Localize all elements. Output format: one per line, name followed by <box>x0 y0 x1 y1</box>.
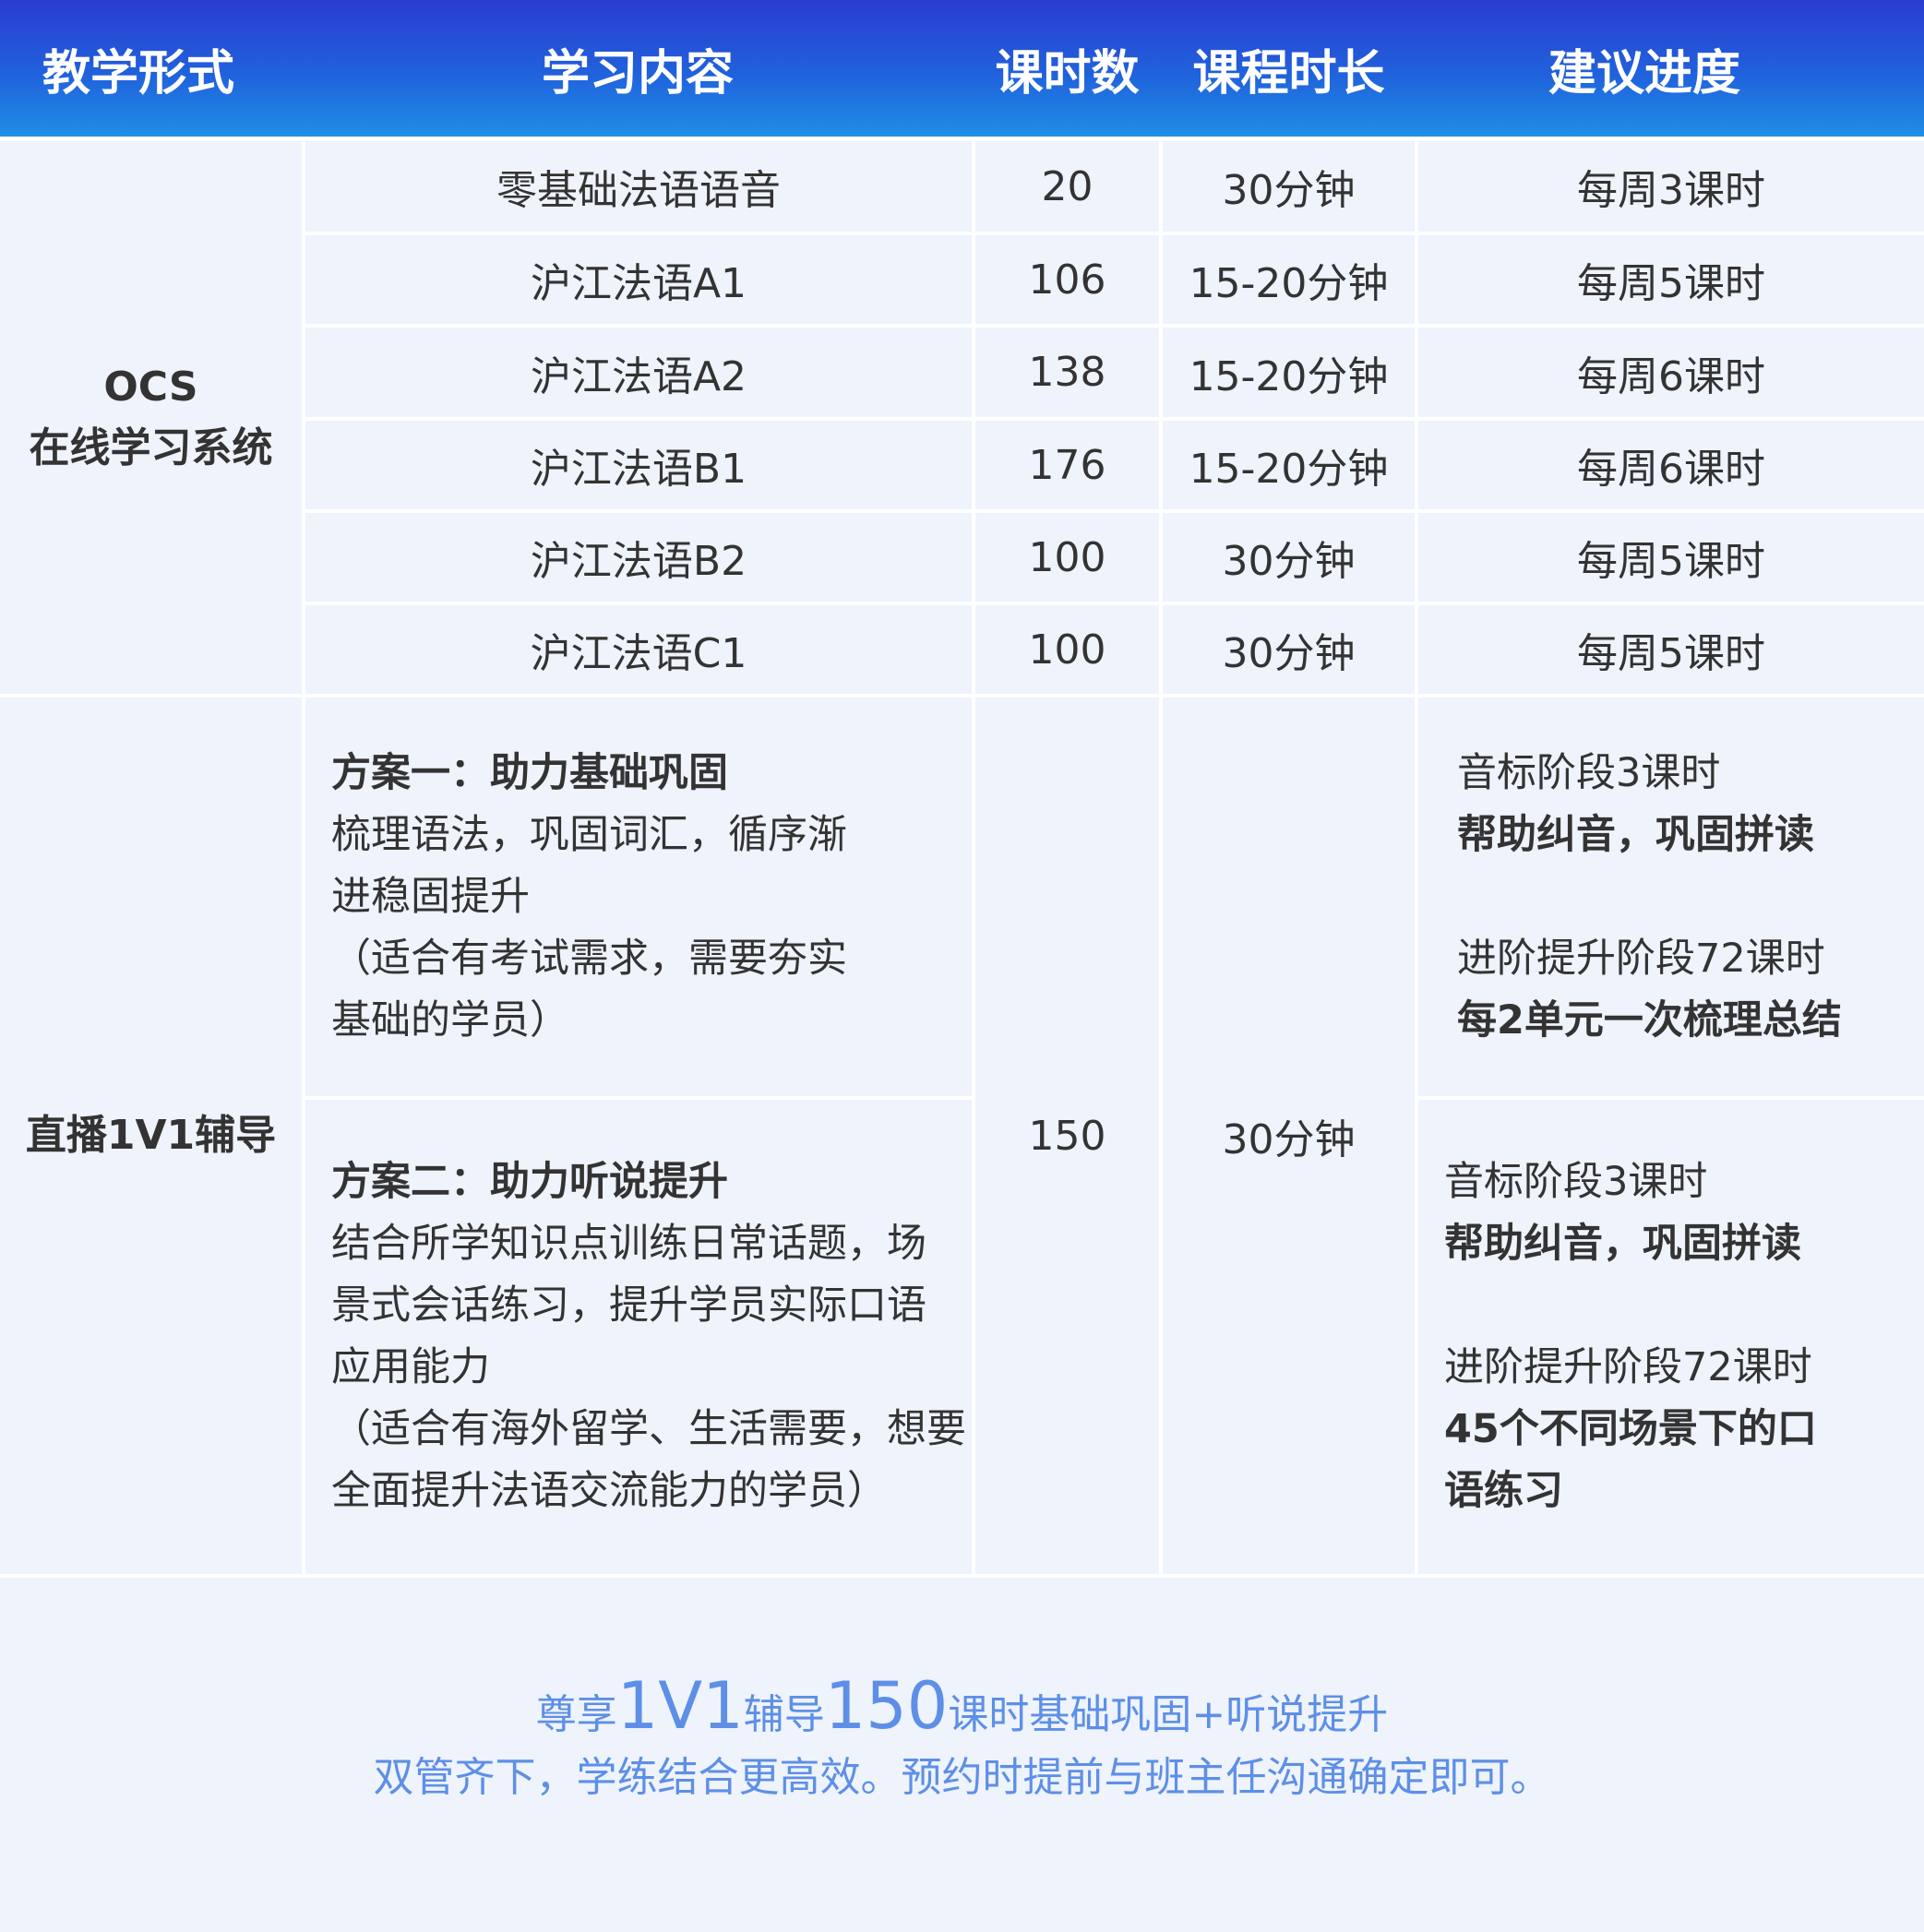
plan-title: 方案二：助力听说提升 <box>331 1159 728 1205</box>
ocs-duration: 30分钟 <box>1222 630 1356 677</box>
footer-line-2: 双管齐下，学练结合更高效。预约时提前与班主任沟通确定即可。 <box>373 1754 1551 1801</box>
ocs-hours-cell: 100 <box>975 513 1159 602</box>
ocs-schedule-cell: 每周6课时 <box>1418 328 1924 417</box>
ocs-content: 沪江法语A1 <box>530 260 747 307</box>
ocs-label: OCS 在线学习系统 <box>0 141 302 694</box>
plan-desc-line: 进稳固提升 <box>331 873 530 920</box>
ocs-duration-cell: 15-20分钟 <box>1163 421 1415 509</box>
plan-desc-line: （适合有考试需求，需要夯实 <box>331 935 847 982</box>
ocs-duration-cell: 30分钟 <box>1163 605 1415 694</box>
ocs-hours-cell: 20 <box>975 141 1159 232</box>
ocs-hours-cell: 100 <box>975 605 1159 694</box>
ocs-hours-cell: 106 <box>975 235 1159 324</box>
footer-line-1: 尊享1V1辅导150课时基础巩固+听说提升 <box>0 1668 1924 1744</box>
stage2: 进阶提升阶段72课时 <box>1457 935 1825 982</box>
ocs-duration: 15-20分钟 <box>1189 352 1389 400</box>
ocs-content-cell: 沪江法语A1 <box>305 235 972 324</box>
live-label: 直播1V1辅导 <box>0 698 302 1574</box>
plan-title: 方案一：助力基础巩固 <box>331 749 728 796</box>
ocs-schedule: 每周5课时 <box>1577 260 1765 307</box>
header-duration: 课程时长 <box>1192 45 1385 101</box>
plan-2-schedule-cell: 音标阶段3课时帮助纠音，巩固拼读 进阶提升阶段72课时 45个不同场景下的口 语练习 <box>1418 1100 1924 1574</box>
ocs-duration-cell: 15-20分钟 <box>1163 328 1415 417</box>
ocs-hours: 138 <box>1028 349 1106 396</box>
plan-1-cell: 方案一：助力基础巩固梳理语法，巩固词汇，循序渐 进稳固提升 （适合有考试需求，需要夯… <box>305 698 972 1096</box>
ocs-schedule: 每周5课时 <box>1577 630 1765 677</box>
stage1-desc: 帮助纠音，巩固拼读 <box>1444 1221 1801 1267</box>
ocs-content-cell: 沪江法语A2 <box>305 328 972 417</box>
stage1: 音标阶段3课时 <box>1444 1159 1708 1205</box>
ocs-schedule-cell: 每周3课时 <box>1418 141 1924 232</box>
ocs-duration: 30分钟 <box>1222 538 1356 585</box>
ocs-content: 零基础法语语音 <box>496 167 781 214</box>
ocs-duration-cell: 15-20分钟 <box>1163 235 1415 324</box>
ocs-schedule: 每周6课时 <box>1577 446 1765 493</box>
ocs-content-cell: 零基础法语语音 <box>305 141 972 232</box>
ocs-label-line1: OCS <box>103 363 198 411</box>
footer-text: 尊享 <box>535 1691 617 1738</box>
ocs-schedule-cell: 每周6课时 <box>1418 421 1924 509</box>
ocs-duration-cell: 30分钟 <box>1163 513 1415 602</box>
ocs-duration: 15-20分钟 <box>1189 260 1389 307</box>
ocs-schedule-cell: 每周5课时 <box>1418 513 1924 602</box>
live-hours-cell: 150 <box>975 698 1159 1574</box>
ocs-duration: 30分钟 <box>1222 167 1356 214</box>
footer-text: 辅导 <box>743 1691 825 1738</box>
ocs-hours: 100 <box>1028 626 1106 674</box>
live-duration: 30分钟 <box>1222 1116 1356 1163</box>
live-duration-cell: 30分钟 <box>1163 698 1415 1574</box>
plan-desc-line: 景式会话练习，提升学员实际口语 <box>331 1282 926 1329</box>
stage1: 音标阶段3课时 <box>1457 749 1721 796</box>
ocs-schedule-cell: 每周5课时 <box>1418 605 1924 694</box>
live-label-text: 直播1V1辅导 <box>25 1112 277 1159</box>
plan-desc-line: 应用能力 <box>331 1344 490 1390</box>
ocs-schedule: 每周5课时 <box>1577 538 1765 585</box>
table-header: 教学形式 学习内容 课时数 课程时长 建议进度 <box>0 0 1924 137</box>
ocs-content: 沪江法语B2 <box>530 538 747 585</box>
ocs-hours-cell: 176 <box>975 421 1159 509</box>
header-content: 学习内容 <box>541 45 734 101</box>
ocs-schedule: 每周3课时 <box>1577 167 1765 214</box>
header-hours: 课时数 <box>995 45 1140 101</box>
ocs-hours: 176 <box>1028 441 1106 489</box>
ocs-hours: 100 <box>1028 533 1106 581</box>
ocs-hours-cell: 138 <box>975 328 1159 417</box>
plan-desc-line: 梳理语法，巩固词汇，循序渐 <box>331 811 847 858</box>
stage2-desc: 每2单元一次梳理总结 <box>1457 996 1842 1044</box>
stage2-desc: 45个不同场景下的口 <box>1444 1406 1817 1452</box>
plan-desc-line: 基础的学员） <box>331 996 569 1044</box>
plan-1-schedule-cell: 音标阶段3课时帮助纠音，巩固拼读 进阶提升阶段72课时 每2单元一次梳理总结 <box>1418 698 1924 1096</box>
stage2-desc: 语练习 <box>1444 1468 1563 1514</box>
ocs-label-line2: 在线学习系统 <box>29 423 273 471</box>
ocs-schedule: 每周6课时 <box>1577 352 1765 400</box>
plan-desc-line: 全面提升法语交流能力的学员） <box>331 1468 887 1514</box>
plan-desc-line: 结合所学知识点训练日常话题，场 <box>331 1221 926 1267</box>
stage1-desc: 帮助纠音，巩固拼读 <box>1457 811 1814 858</box>
ocs-content-cell: 沪江法语C1 <box>305 605 972 694</box>
plan-desc-line: （适合有海外留学、生活需要，想要 <box>331 1406 966 1452</box>
header-schedule: 建议进度 <box>1548 45 1740 101</box>
stage2: 进阶提升阶段72课时 <box>1444 1344 1812 1390</box>
footer-highlight: 1V1 <box>616 1668 744 1744</box>
live-hours: 150 <box>1028 1112 1106 1160</box>
ocs-hours: 106 <box>1028 256 1106 304</box>
ocs-hours: 20 <box>1041 162 1093 210</box>
ocs-schedule-cell: 每周5课时 <box>1418 235 1924 324</box>
ocs-duration-cell: 30分钟 <box>1163 141 1415 232</box>
footer-text: 课时基础巩固+听说提升 <box>948 1691 1389 1738</box>
footer: 尊享1V1辅导150课时基础巩固+听说提升 双管齐下，学练结合更高效。预约时提前… <box>0 1580 1924 1932</box>
ocs-duration: 15-20分钟 <box>1189 446 1389 493</box>
ocs-content: 沪江法语C1 <box>530 630 747 677</box>
ocs-content-cell: 沪江法语B2 <box>305 513 972 602</box>
plan-2-cell: 方案二：助力听说提升结合所学知识点训练日常话题，场 景式会话练习，提升学员实际口语… <box>305 1100 972 1574</box>
footer-highlight: 150 <box>824 1668 949 1744</box>
ocs-content: 沪江法语A2 <box>530 352 747 400</box>
header-teaching-form: 教学形式 <box>42 45 234 101</box>
ocs-content: 沪江法语B1 <box>530 446 747 493</box>
ocs-content-cell: 沪江法语B1 <box>305 421 972 509</box>
